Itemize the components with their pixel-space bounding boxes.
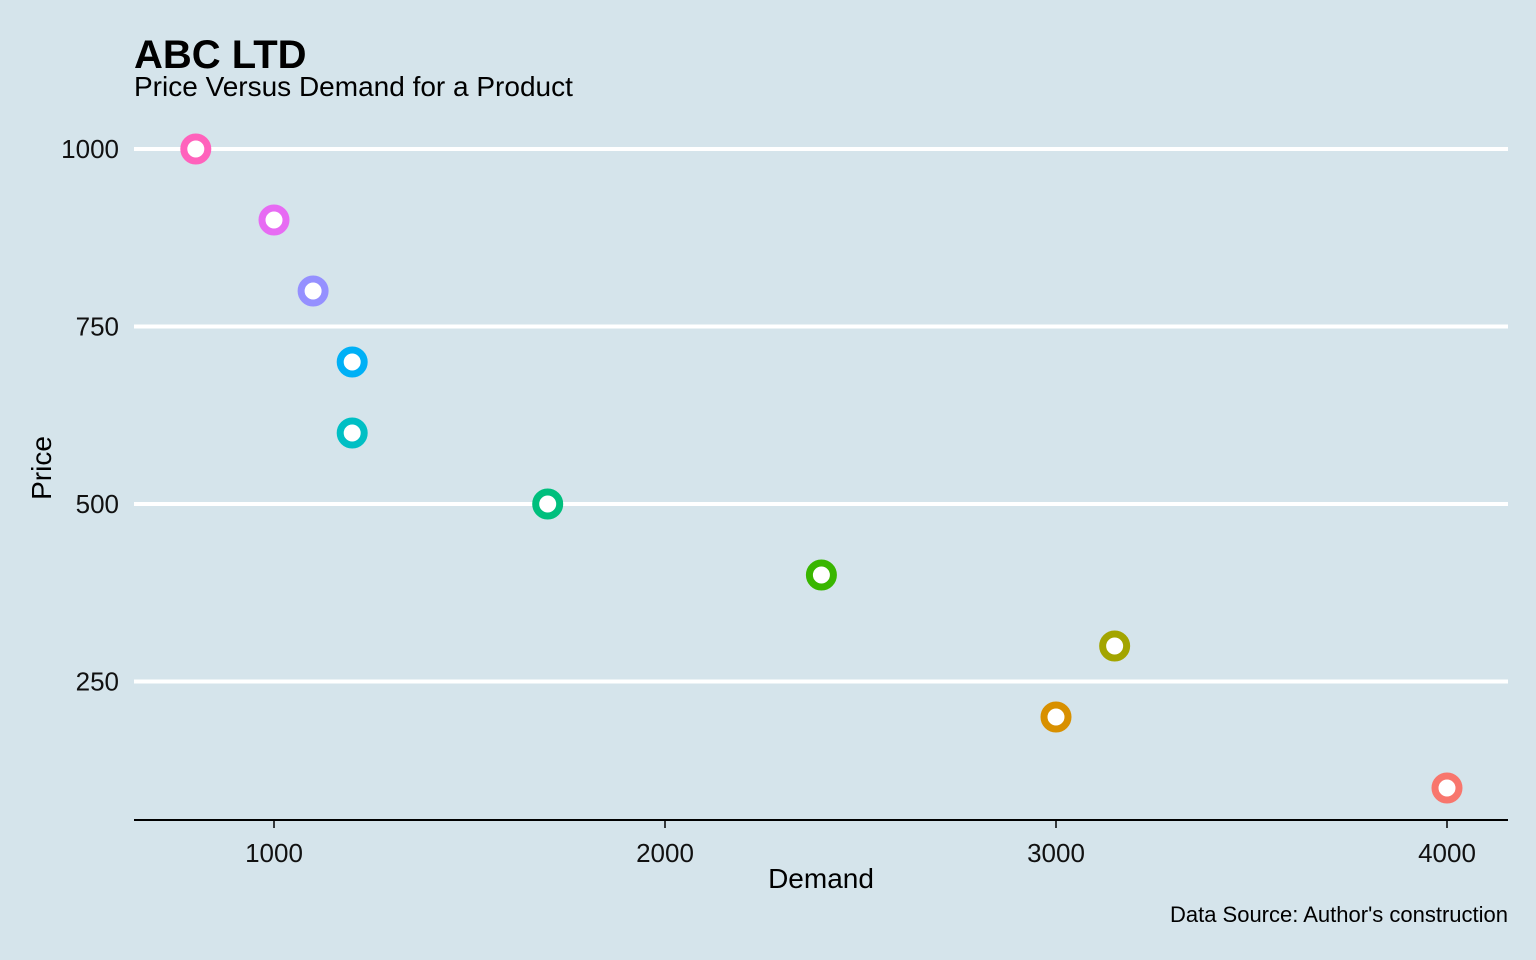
y-tick-label: 1000	[61, 134, 119, 164]
data-point	[258, 204, 290, 236]
data-point	[336, 346, 368, 378]
data-point	[805, 559, 837, 591]
x-tick-label: 2000	[636, 838, 694, 868]
x-tick-label: 3000	[1027, 838, 1085, 868]
y-axis-ticks: 250 500 750 1000	[61, 134, 119, 697]
data-point	[532, 488, 564, 520]
data-point	[1099, 630, 1131, 662]
y-tick-label: 250	[76, 667, 119, 697]
data-point	[1431, 772, 1463, 804]
chart-subtitle: Price Versus Demand for a Product	[134, 71, 573, 102]
data-point	[297, 275, 329, 307]
data-point	[1040, 701, 1072, 733]
chart-title: ABC LTD	[134, 33, 307, 77]
chart-caption: Data Source: Author's construction	[1170, 902, 1508, 927]
data-point	[180, 133, 212, 165]
x-tick-label: 4000	[1418, 838, 1476, 868]
y-tick-label: 500	[76, 489, 119, 519]
x-axis-ticks: 1000 2000 3000 4000	[245, 820, 1476, 868]
y-tick-label: 750	[76, 312, 119, 342]
gridlines	[134, 147, 1508, 684]
x-tick-label: 1000	[245, 838, 303, 868]
x-axis-title: Demand	[768, 863, 874, 894]
data-points	[180, 133, 1463, 804]
data-point	[336, 417, 368, 449]
y-axis-title: Price	[26, 436, 57, 500]
